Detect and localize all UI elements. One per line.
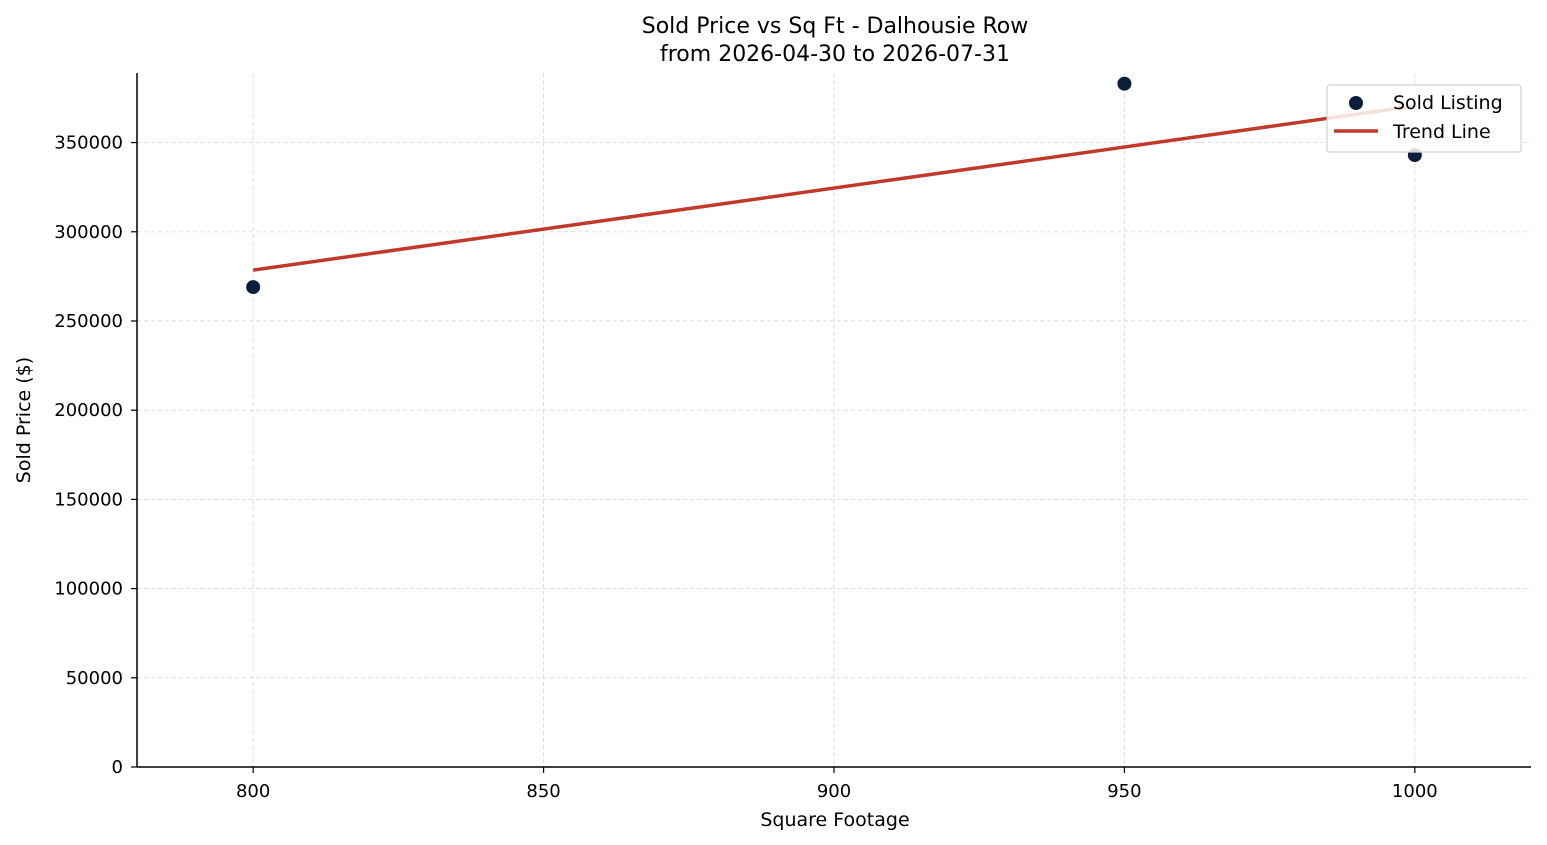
x-tick-label: 800 <box>236 781 270 802</box>
trend-line <box>252 104 1416 272</box>
series-layer <box>246 76 1422 295</box>
grid-lines <box>137 73 1531 767</box>
sold-listing-point <box>246 280 261 295</box>
x-tick-label: 1000 <box>1392 781 1438 802</box>
y-tick-label: 250000 <box>54 311 123 332</box>
legend-marker-sold-listing <box>1349 96 1363 110</box>
legend-box <box>1326 84 1522 153</box>
y-axis-label: Sold Price ($) <box>13 357 35 483</box>
legend-label-trend-line: Trend Line <box>1392 121 1491 143</box>
x-tick-label: 850 <box>526 781 560 802</box>
x-axis-ticks: 800 850 900 950 1000 <box>236 767 1438 802</box>
sold-listing-point <box>1117 76 1132 91</box>
y-tick-label: 350000 <box>54 133 123 154</box>
x-axis-label: Square Footage <box>760 809 909 831</box>
y-tick-label: 0 <box>112 757 123 778</box>
x-tick-label: 950 <box>1107 781 1141 802</box>
y-tick-label: 200000 <box>54 400 123 421</box>
legend: Sold Listing Trend Line <box>1326 84 1522 153</box>
y-tick-label: 300000 <box>54 222 123 243</box>
y-tick-label: 100000 <box>54 579 123 600</box>
legend-label-sold-listing: Sold Listing <box>1393 92 1503 114</box>
y-axis-ticks: 0 50000 100000 150000 200000 250000 300000 3500… <box>54 133 137 778</box>
chart-subtitle: from 2026-04-30 to 2026-07-31 <box>660 42 1010 67</box>
y-tick-label: 50000 <box>66 668 123 689</box>
chart-title: Sold Price vs Sq Ft - Dalhousie Row <box>642 14 1029 39</box>
x-tick-label: 900 <box>817 781 851 802</box>
y-tick-label: 150000 <box>54 489 123 510</box>
